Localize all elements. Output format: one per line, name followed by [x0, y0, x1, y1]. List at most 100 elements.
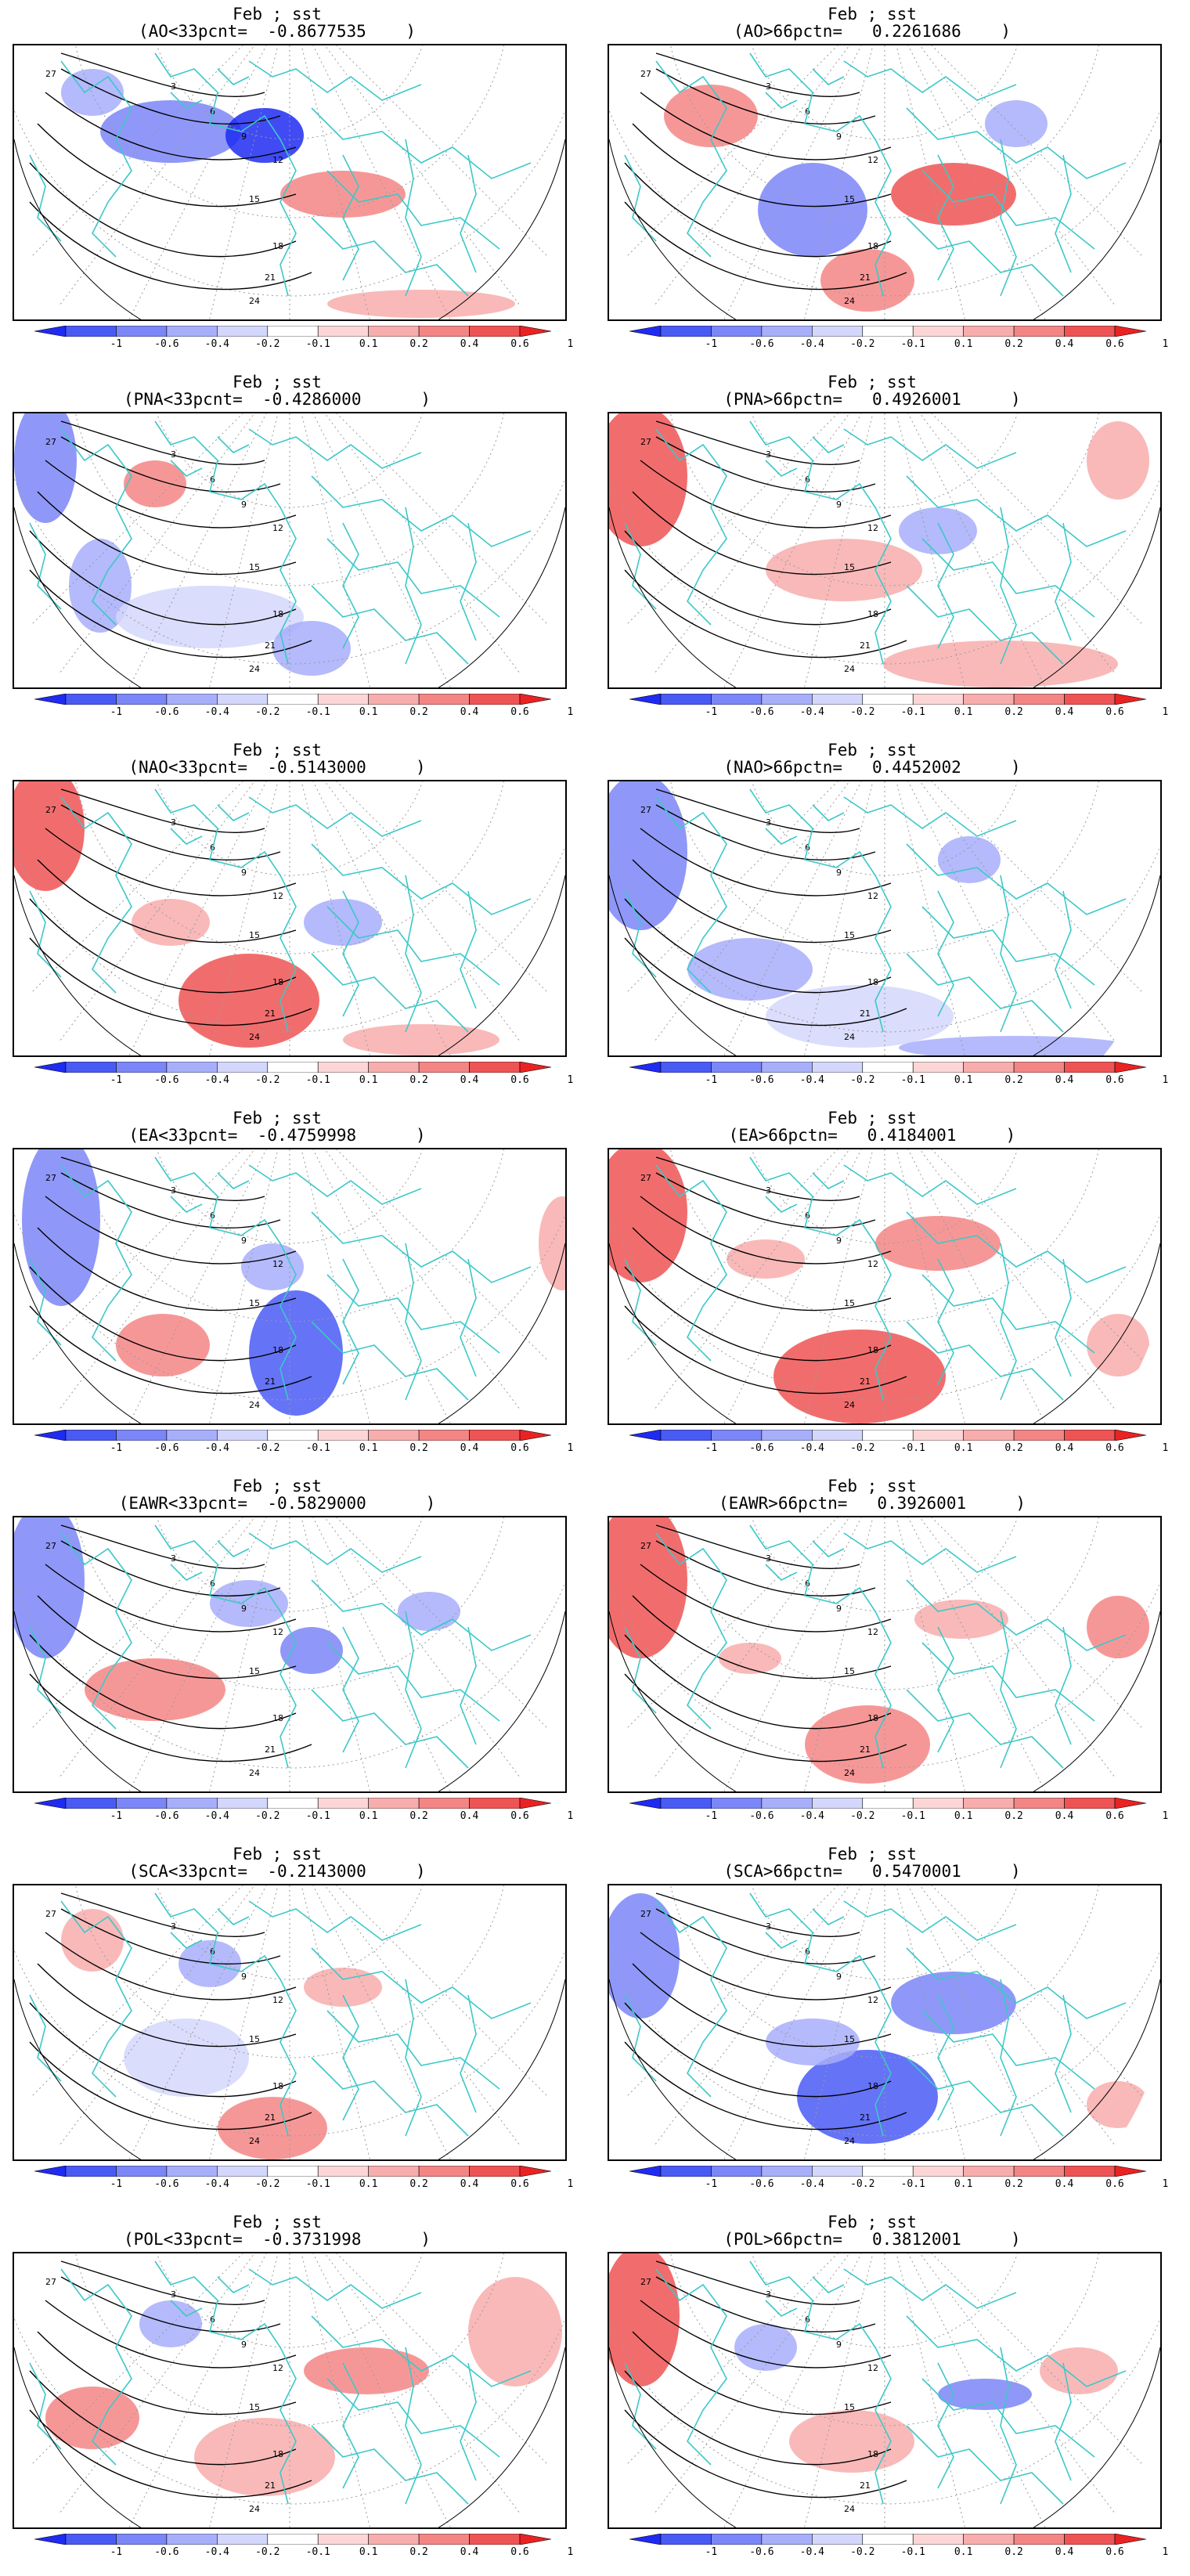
colorbar-swatch [116, 1062, 168, 1073]
colorbar [34, 1430, 551, 1441]
sst-contour [655, 788, 860, 834]
colorbar [34, 1062, 551, 1073]
colorbar-tick-label: 0.2 [1004, 338, 1023, 350]
coastline [170, 804, 250, 845]
colorbar-swatch [660, 1798, 712, 1809]
colorbar-swatch [418, 1430, 470, 1441]
coastline [405, 1611, 422, 1769]
sst-contour [632, 2331, 892, 2415]
sst-anomaly-area [225, 108, 304, 163]
colorbar [34, 694, 551, 705]
sst-contour [632, 1227, 892, 1311]
colorbar-swatch [166, 1430, 218, 1441]
colorbar-tick-label: 0.4 [1055, 1074, 1074, 1086]
map-boundary [609, 1611, 1160, 1791]
sst-contour [632, 1963, 892, 2047]
contour-label: 3 [766, 817, 771, 828]
coastline [843, 60, 1017, 101]
colorbar-swatch [1064, 326, 1116, 337]
sst-contour [624, 1634, 892, 1730]
colorbar-swatch [1114, 1062, 1146, 1073]
colorbar [629, 326, 1146, 337]
colorbar-tick-label: 0.4 [1055, 706, 1074, 718]
colorbar-swatch [368, 1430, 420, 1441]
sst-anomaly-area [116, 586, 304, 648]
coastline [60, 428, 132, 626]
colorbar-tick-label: 0.2 [409, 1074, 428, 1086]
colorbar-labels: -1 -0.6 -0.4 -0.2 -0.1 0.1 0.2 0.4 0.6 1 [34, 2178, 574, 2194]
colorbar [34, 1798, 551, 1809]
colorbar-tick-label: -1 [705, 1074, 718, 1086]
colorbar-tick-label: -0.6 [154, 2178, 179, 2190]
colorbar-tick-label: 0.6 [1105, 1442, 1124, 1454]
coastline [342, 2362, 359, 2489]
coastline [749, 2260, 876, 2348]
coastline [624, 890, 657, 978]
colorbar-tick-label: -0.4 [799, 1074, 824, 1086]
sst-contour [37, 1595, 297, 1679]
sst-anomaly-area [327, 290, 515, 318]
latitude-circle [70, 1885, 510, 2058]
colorbar-swatch [963, 1798, 1015, 1809]
contour-label: 9 [836, 1604, 842, 1614]
colorbar-tick-label: 0.6 [510, 2546, 529, 2558]
sst-contour [655, 804, 876, 860]
colorbar-tick-label: 0.6 [1105, 1810, 1124, 1822]
coastline [1055, 1626, 1072, 1745]
coastline [874, 875, 892, 1033]
sst-anomaly-area [272, 621, 351, 676]
colorbar-swatch [629, 2166, 662, 2177]
coastline [1000, 507, 1017, 665]
meridian-line [884, 2253, 979, 2527]
colorbar-swatch [217, 2166, 269, 2177]
contour-label: 3 [171, 1553, 176, 1564]
colorbar-tick-label: 0.2 [409, 1442, 428, 1454]
coastline [170, 436, 250, 477]
contour-label: 18 [272, 1713, 283, 1723]
colorbar-swatch [34, 2166, 67, 2177]
sst-anomaly-area [727, 1239, 805, 1279]
colorbar-swatch [469, 1798, 521, 1809]
colorbar-swatch [812, 2534, 864, 2545]
colorbar-labels: -1 -0.6 -0.4 -0.2 -0.1 0.1 0.2 0.4 0.6 1 [629, 2178, 1169, 2194]
sst-contour [655, 436, 876, 492]
coastline [311, 585, 469, 665]
coastline [765, 804, 845, 845]
sst-anomaly-area [609, 2253, 680, 2387]
colorbar-swatch [629, 2534, 662, 2545]
colorbar-tick-label: 0.4 [1055, 1442, 1074, 1454]
coastline [906, 953, 1064, 1033]
coastline [460, 2362, 477, 2481]
colorbar-tick-label: 0.4 [460, 1442, 479, 1454]
coastline [342, 522, 359, 649]
colorbar-swatch [660, 694, 712, 705]
colorbar-swatch [1064, 694, 1116, 705]
contour-label: 15 [249, 1666, 260, 1676]
contour-label: 27 [45, 437, 56, 447]
colorbar-swatch [963, 2534, 1015, 2545]
latitude-circle [70, 1149, 510, 1322]
coastline [342, 1258, 359, 1385]
contour-label: 21 [265, 640, 276, 651]
contour-label: 27 [640, 805, 651, 815]
sst-anomaly-area [61, 69, 124, 116]
colorbar-swatch [1013, 694, 1065, 705]
sst-contour [624, 1305, 907, 1394]
latitude-circle [665, 1885, 1105, 2058]
colorbar-tick-label: -0.2 [850, 1074, 875, 1086]
sst-contour [655, 2276, 876, 2332]
coastline [765, 1540, 845, 1581]
coastline [937, 1994, 954, 2121]
contour-label: 27 [45, 2277, 56, 2287]
sst-contour [60, 804, 281, 860]
map-panel: Feb ; sst (EA<33pcnt= -0.4759998 ) 3 6 9 12 15… [3, 1104, 582, 1472]
panel-subtitle: (NAO>66pctn= 0.4452002 ) [723, 758, 1021, 777]
colorbar-swatch [1013, 326, 1065, 337]
colorbar-tick-label: -0.2 [255, 1810, 280, 1822]
colorbar [629, 694, 1146, 705]
colorbar-tick-label: 1 [567, 1810, 574, 1822]
panel-title: Feb ; sst [828, 5, 917, 23]
sst-anomaly-area [914, 1600, 1008, 1639]
